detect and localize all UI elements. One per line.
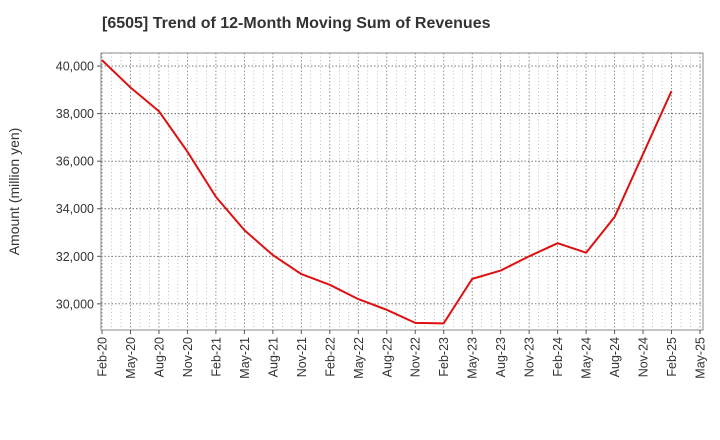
x-tick-label: Feb-25 [665,337,679,377]
x-tick-label: Feb-22 [323,337,337,377]
x-tick-label: May-20 [124,337,138,379]
x-tick-label: Nov-21 [295,337,309,377]
x-tick-label: Aug-21 [266,337,280,377]
y-axis-title: Amount (million yen) [6,128,22,256]
x-tick-label: Nov-23 [523,337,537,377]
x-axis: Feb-20 May-20 Aug-20 Nov-20 Feb-21 May-21 Aug-… [96,330,708,379]
series-layer [101,59,673,325]
x-tick-label: Aug-23 [494,337,508,377]
y-tick-label: 30,000 [56,297,94,311]
x-tick-label: Feb-24 [551,337,565,377]
y-tick-label: 36,000 [56,155,94,169]
plot-frame [100,52,704,331]
x-tick-label: May-21 [238,337,252,379]
x-tick-label: Feb-23 [437,337,451,377]
y-tick-label: 40,000 [56,60,94,74]
y-axis: 30,000 32,000 34,000 36,000 38,000 40,000 [56,60,101,311]
x-tick-label: Aug-20 [152,337,166,377]
x-tick-label: Nov-24 [637,337,651,377]
x-tick-label: May-23 [466,337,480,379]
y-tick-label: 32,000 [56,250,94,264]
x-tick-label: May-22 [352,337,366,379]
x-tick-label: May-25 [694,337,708,379]
x-tick-label: Aug-22 [380,337,394,377]
x-tick-label: Nov-20 [181,337,195,377]
x-tick-label: Feb-20 [96,337,110,377]
y-tick-label: 34,000 [56,202,94,216]
grid [101,53,703,330]
chart-title: [6505] Trend of 12-Month Moving Sum of R… [102,15,491,32]
series-line [101,59,673,325]
y-tick-label: 38,000 [56,107,94,121]
x-tick-label: Nov-22 [409,337,423,377]
x-tick-label: Aug-24 [608,337,622,377]
x-tick-label: Feb-21 [209,337,223,377]
x-tick-label: May-24 [580,337,594,379]
